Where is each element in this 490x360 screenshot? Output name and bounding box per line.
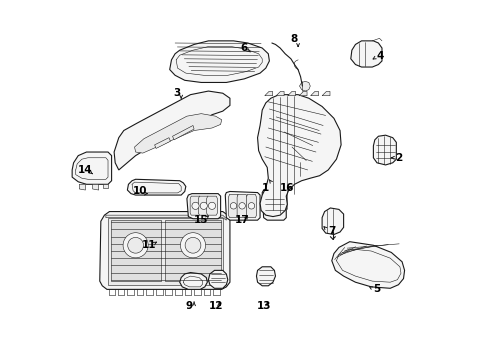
Circle shape [230,203,237,209]
Polygon shape [299,81,310,91]
Polygon shape [265,91,272,96]
Text: 12: 12 [208,301,223,311]
Text: 9: 9 [186,301,193,311]
Polygon shape [155,138,171,148]
Polygon shape [228,194,239,218]
Polygon shape [108,218,223,285]
Polygon shape [180,273,207,289]
Text: 5: 5 [373,284,381,294]
Text: 10: 10 [133,186,147,197]
Text: 6: 6 [241,43,248,53]
Polygon shape [198,196,209,215]
Polygon shape [106,215,226,220]
Polygon shape [100,212,230,289]
Polygon shape [135,114,221,153]
Polygon shape [103,184,108,188]
Circle shape [128,237,144,253]
Polygon shape [288,91,295,96]
Text: 2: 2 [395,153,403,163]
Circle shape [208,202,216,210]
Polygon shape [114,91,230,170]
Polygon shape [72,152,112,184]
Circle shape [185,237,201,253]
Polygon shape [237,194,247,218]
Polygon shape [373,135,396,165]
Polygon shape [207,196,218,215]
Polygon shape [127,179,186,195]
Polygon shape [246,194,256,218]
Polygon shape [311,91,319,96]
Text: 8: 8 [291,35,298,44]
Text: 15: 15 [194,215,209,225]
Polygon shape [322,208,343,234]
Polygon shape [172,126,194,140]
Circle shape [192,202,199,210]
Text: 11: 11 [142,240,156,250]
Polygon shape [208,270,228,288]
Polygon shape [276,91,284,96]
Polygon shape [166,220,220,281]
Polygon shape [256,267,275,286]
Polygon shape [79,184,85,190]
Polygon shape [351,41,382,67]
Text: 16: 16 [280,183,294,193]
Circle shape [200,202,207,210]
Polygon shape [262,189,286,220]
Polygon shape [258,95,341,217]
Polygon shape [299,91,307,96]
Text: 17: 17 [235,215,249,225]
Circle shape [248,203,255,209]
Polygon shape [190,196,201,215]
Text: 4: 4 [377,51,384,61]
Text: 1: 1 [262,183,270,193]
Text: 3: 3 [173,88,180,98]
Polygon shape [170,41,270,82]
Circle shape [180,233,205,258]
Circle shape [123,233,148,258]
Polygon shape [225,192,260,220]
Text: 7: 7 [328,226,336,236]
Text: 13: 13 [256,301,271,311]
Polygon shape [93,184,98,190]
Polygon shape [332,242,405,288]
Text: 14: 14 [78,165,93,175]
Polygon shape [187,194,220,219]
Polygon shape [322,91,330,96]
Circle shape [239,203,245,209]
Polygon shape [111,220,161,281]
